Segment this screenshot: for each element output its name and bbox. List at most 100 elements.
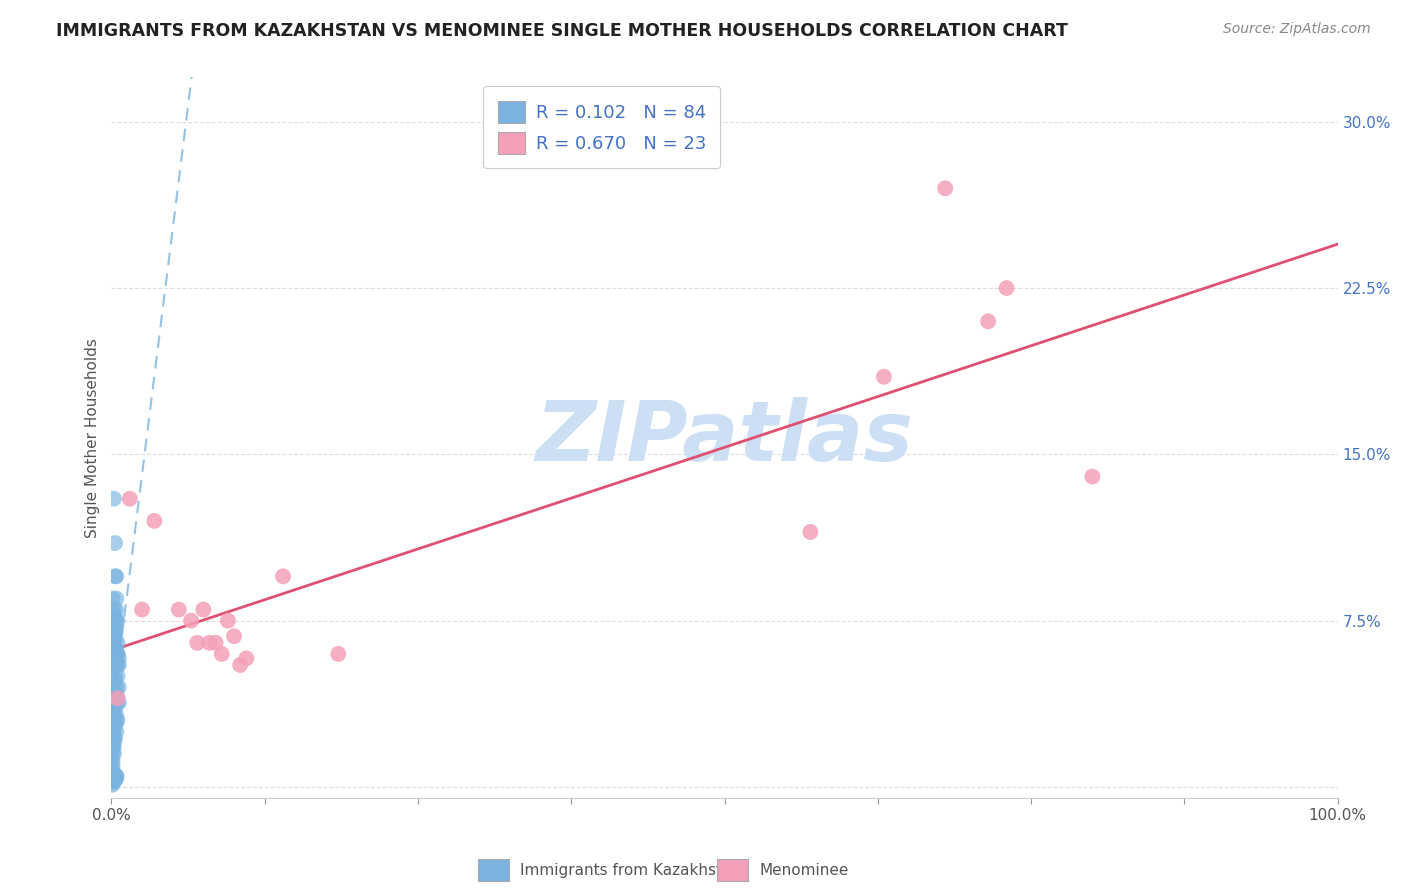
Point bbox=[101, 753, 124, 767]
Point bbox=[105, 724, 128, 739]
Point bbox=[107, 696, 129, 710]
Point bbox=[101, 757, 124, 772]
Legend: R = 0.102   N = 84, R = 0.670   N = 23: R = 0.102 N = 84, R = 0.670 N = 23 bbox=[484, 87, 720, 169]
Point bbox=[104, 702, 127, 716]
Point bbox=[107, 691, 129, 706]
Point bbox=[104, 718, 127, 732]
Point bbox=[101, 766, 124, 780]
Point bbox=[103, 602, 125, 616]
Point bbox=[104, 771, 127, 785]
Point bbox=[103, 731, 125, 746]
Point bbox=[103, 629, 125, 643]
Point bbox=[104, 647, 127, 661]
Point bbox=[977, 314, 1000, 328]
Point bbox=[104, 773, 127, 788]
Point bbox=[107, 636, 129, 650]
Point bbox=[104, 673, 127, 688]
Point bbox=[105, 602, 128, 616]
Point bbox=[180, 614, 202, 628]
Point bbox=[105, 709, 128, 723]
Point bbox=[105, 569, 128, 583]
Text: Immigrants from Kazakhstan: Immigrants from Kazakhstan bbox=[520, 863, 741, 878]
Point bbox=[105, 771, 128, 785]
Point bbox=[103, 747, 125, 761]
Point bbox=[105, 769, 128, 783]
Text: ZIPatlas: ZIPatlas bbox=[536, 397, 914, 478]
Y-axis label: Single Mother Households: Single Mother Households bbox=[86, 338, 100, 538]
Point bbox=[211, 647, 233, 661]
Point bbox=[104, 718, 127, 732]
Point bbox=[101, 773, 124, 788]
Point bbox=[222, 629, 245, 643]
Point bbox=[204, 636, 226, 650]
Point bbox=[107, 691, 129, 706]
Point bbox=[103, 724, 125, 739]
Point bbox=[217, 614, 239, 628]
Point bbox=[101, 624, 124, 639]
Point bbox=[103, 636, 125, 650]
Point bbox=[995, 281, 1018, 295]
Point bbox=[104, 731, 127, 746]
Point bbox=[101, 775, 124, 789]
Point bbox=[143, 514, 166, 528]
Point bbox=[107, 658, 129, 673]
Point bbox=[103, 658, 125, 673]
Point bbox=[101, 724, 124, 739]
Point bbox=[105, 658, 128, 673]
Point bbox=[101, 778, 124, 792]
Point bbox=[107, 651, 129, 665]
Point bbox=[104, 536, 127, 550]
Point bbox=[105, 687, 128, 701]
Point bbox=[107, 680, 129, 694]
Point bbox=[101, 591, 124, 606]
Point bbox=[101, 762, 124, 776]
Point bbox=[101, 614, 124, 628]
Text: IMMIGRANTS FROM KAZAKHSTAN VS MENOMINEE SINGLE MOTHER HOUSEHOLDS CORRELATION CHA: IMMIGRANTS FROM KAZAKHSTAN VS MENOMINEE … bbox=[56, 22, 1069, 40]
Point bbox=[104, 696, 127, 710]
Point bbox=[103, 718, 125, 732]
Point bbox=[105, 591, 128, 606]
Text: Menominee: Menominee bbox=[759, 863, 849, 878]
Point bbox=[193, 602, 215, 616]
Point bbox=[101, 740, 124, 755]
Point bbox=[103, 773, 125, 788]
Point bbox=[101, 714, 124, 728]
Point bbox=[271, 569, 294, 583]
Text: Source: ZipAtlas.com: Source: ZipAtlas.com bbox=[1223, 22, 1371, 37]
Point bbox=[107, 647, 129, 661]
Point bbox=[104, 569, 127, 583]
Point bbox=[101, 658, 124, 673]
Point bbox=[101, 747, 124, 761]
Point bbox=[107, 647, 129, 661]
Point bbox=[104, 633, 127, 648]
Point bbox=[101, 696, 124, 710]
Point bbox=[107, 669, 129, 683]
Point bbox=[186, 636, 208, 650]
Point bbox=[103, 658, 125, 673]
Point bbox=[105, 647, 128, 661]
Point bbox=[229, 658, 252, 673]
Point bbox=[103, 680, 125, 694]
Point bbox=[103, 624, 125, 639]
Point bbox=[104, 624, 127, 639]
Point bbox=[104, 620, 127, 634]
Point bbox=[104, 614, 127, 628]
Point bbox=[198, 636, 221, 650]
Point bbox=[103, 702, 125, 716]
Point bbox=[105, 680, 128, 694]
Point bbox=[105, 642, 128, 657]
Point bbox=[107, 696, 129, 710]
Point bbox=[934, 181, 956, 195]
Point bbox=[103, 607, 125, 621]
Point bbox=[101, 769, 124, 783]
Point bbox=[873, 369, 896, 384]
Point bbox=[105, 769, 128, 783]
Point bbox=[103, 491, 125, 506]
Point bbox=[1081, 469, 1104, 483]
Point bbox=[131, 602, 153, 616]
Point bbox=[167, 602, 190, 616]
Point bbox=[103, 773, 125, 788]
Point bbox=[101, 680, 124, 694]
Point bbox=[118, 491, 141, 506]
Point bbox=[107, 614, 129, 628]
